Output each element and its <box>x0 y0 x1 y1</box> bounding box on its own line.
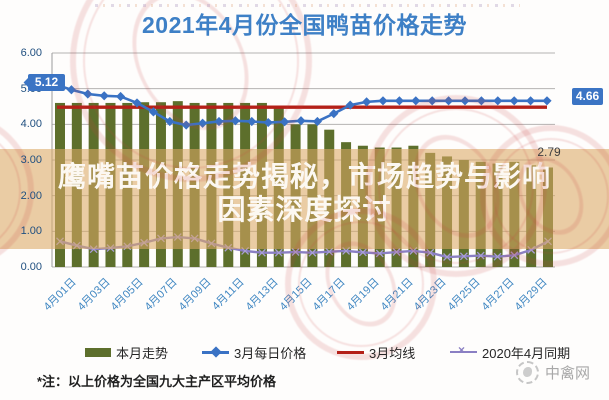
x-marker <box>392 248 401 256</box>
legend-item-current-month: 本月走势 <box>85 344 169 361</box>
y-tick-label: 4.00 <box>20 118 42 131</box>
diamond-marker <box>362 97 372 107</box>
headline-line-2: 因素深度探讨 <box>217 194 392 225</box>
legend-item-april-2020: × 2020年4月同期 <box>450 343 571 361</box>
x-line-swatch-icon: × <box>450 343 477 357</box>
x-marker <box>476 251 485 260</box>
legend-label: 3月每日价格 <box>234 345 307 361</box>
x-marker <box>459 252 468 261</box>
diamond-marker <box>411 96 421 106</box>
diamond-marker <box>329 109 339 119</box>
brand-name: 中禽网 <box>545 365 591 382</box>
diamond-marker <box>444 96 454 106</box>
footnote: *注：以上价格为全国九大主产区平均价格 <box>37 374 277 389</box>
x-marker <box>325 247 334 256</box>
line-swatch-icon <box>337 350 364 354</box>
diamond-marker <box>165 116 175 127</box>
diamond-marker <box>345 100 355 110</box>
x-marker <box>358 248 367 257</box>
page-title: 2021年4月份全国鸭苗价格走势 <box>142 12 467 38</box>
rooster-circle-icon <box>516 361 539 384</box>
diamond-marker <box>247 116 257 127</box>
bar-swatch-icon <box>85 347 111 357</box>
diamond-marker <box>542 96 552 106</box>
diamond-marker <box>460 96 470 106</box>
x-marker <box>493 252 502 261</box>
x-marker <box>291 248 300 256</box>
legend-item-march-daily: 3月每日价格 <box>202 344 307 361</box>
chart-legend: 本月走势 3月每日价格 3月均线 × 2020年4月同期 <box>0 343 609 362</box>
legend-label: 本月走势 <box>116 345 169 361</box>
x-marker <box>426 248 435 257</box>
x-marker <box>308 248 317 257</box>
diamond-marker <box>427 96 437 106</box>
march-first-value-callout: 5.12 <box>28 74 65 91</box>
diamond-marker <box>493 96 503 106</box>
diamond-marker <box>99 91 109 101</box>
x-marker <box>510 251 519 260</box>
x-marker <box>375 249 384 258</box>
cropped-text-remnant <box>95 4 520 7</box>
diamond-marker <box>263 117 273 128</box>
diamond-marker <box>132 98 142 108</box>
headline-overlay: 鹰嘴苗价格走势揭秘，市场趋势与影响 因素深度探讨 <box>0 149 609 249</box>
brand-logo: 中禽网 <box>516 361 590 384</box>
diamond-marker <box>526 96 536 106</box>
diamond-marker <box>312 116 322 127</box>
y-tick-label: 0.00 <box>20 261 42 273</box>
april-last-value-label: 2.79 <box>537 145 561 159</box>
x-marker <box>443 253 451 261</box>
y-tick-label: 1.00 <box>20 225 42 238</box>
diamond-marker <box>66 85 76 95</box>
headline-line-1: 鹰嘴苗价格走势揭秘，市场趋势与影响 <box>57 161 551 192</box>
y-tick-label: 2.00 <box>20 189 42 202</box>
y-tick-label: 6.00 <box>20 47 42 59</box>
diamond-marker <box>230 116 240 126</box>
diamond-marker <box>214 116 224 127</box>
x-marker <box>274 248 283 257</box>
diamond-marker <box>378 96 388 106</box>
diamond-marker <box>148 107 158 117</box>
diamond-marker <box>83 89 93 99</box>
y-tick-label: 3.00 <box>20 154 42 166</box>
diamond-marker <box>198 118 208 128</box>
diamond-marker <box>116 91 126 102</box>
march-last-value-callout: 4.66 <box>572 88 603 105</box>
diamond-marker <box>509 96 519 106</box>
legend-label: 2020年4月同期 <box>482 345 571 361</box>
diamond-marker <box>181 120 191 130</box>
diamond-line-swatch-icon <box>202 345 229 358</box>
diamond-marker <box>476 96 486 106</box>
diamond-marker <box>394 96 404 106</box>
x-marker <box>257 248 266 257</box>
legend-item-march-average: 3月均线 <box>337 344 416 361</box>
diamond-marker <box>280 117 290 127</box>
diamond-marker <box>296 116 306 126</box>
legend-label: 3月均线 <box>369 345 416 361</box>
